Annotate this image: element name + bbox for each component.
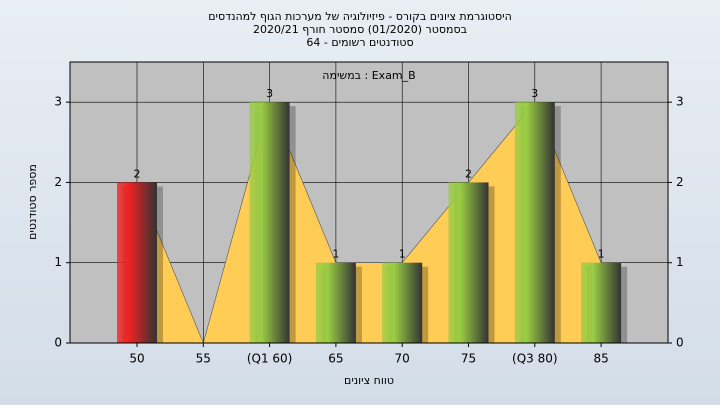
y-tick-label: 0 — [54, 336, 62, 350]
y2-tick-label: 2 — [676, 175, 684, 189]
bar — [581, 262, 622, 343]
x-tick-label: (Q1 60) — [247, 352, 293, 366]
value-label: 1 — [399, 248, 406, 261]
x-tick-label: 55 — [196, 352, 211, 366]
y-tick-label: 1 — [54, 255, 62, 269]
y-tick-label: 3 — [54, 95, 62, 109]
bar — [448, 182, 489, 343]
value-label: 3 — [266, 87, 273, 100]
x-tick-label: (Q3 80) — [512, 352, 558, 366]
y2-tick-label: 0 — [676, 336, 684, 350]
title-line: סטודנטים רשומים - 64 — [306, 36, 413, 49]
x-tick-label: 70 — [395, 352, 410, 366]
bar — [514, 102, 555, 344]
x-tick-label: 85 — [593, 352, 608, 366]
y-tick-label: 2 — [54, 175, 62, 189]
y2-tick-label: 1 — [676, 255, 684, 269]
bar — [382, 262, 423, 343]
value-label: 1 — [332, 248, 339, 261]
x-axis-label: טווח ציונים — [344, 374, 394, 387]
bar — [315, 262, 356, 343]
x-tick-label: 65 — [328, 352, 343, 366]
value-label: 2 — [465, 167, 472, 180]
x-tick-label: 75 — [461, 352, 476, 366]
x-tick-label: 50 — [129, 352, 144, 366]
y2-tick-label: 3 — [676, 95, 684, 109]
annotation: במשימה : Exam_B — [322, 69, 415, 82]
value-label: 3 — [531, 87, 538, 100]
bar — [249, 102, 290, 344]
y-axis-label: מספר סטודנטים — [26, 164, 39, 240]
value-label: 1 — [598, 248, 605, 261]
plot-frame — [69, 61, 669, 344]
bar — [117, 182, 157, 343]
value-label: 2 — [134, 167, 141, 180]
title-line: היסטוגרמת ציונים בקורס - פיזיולוגיה של מ… — [208, 10, 512, 23]
title-line: בסמסטר (01/2020) סמסטר חורף 2020/21 — [253, 23, 467, 36]
